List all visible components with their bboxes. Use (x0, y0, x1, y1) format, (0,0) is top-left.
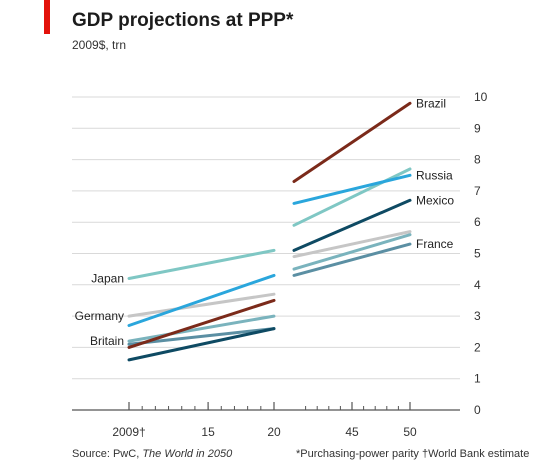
x-tick-label: 20 (267, 425, 281, 439)
y-tick-label: 2 (474, 340, 481, 354)
series-line (292, 242, 412, 277)
series-line (127, 273, 276, 327)
footnote-wb: †World Bank estimate (421, 448, 530, 460)
x-tick-label: 45 (345, 425, 359, 439)
series-label: Germany (75, 309, 124, 323)
series-line (292, 198, 412, 252)
series-line (127, 327, 276, 346)
y-tick-label: 8 (474, 153, 481, 167)
footnotes: *Purchasing-power parity †World Bank est… (296, 448, 529, 460)
source-title: The World in 2050 (142, 448, 233, 460)
source-prefix: Source: PwC, (72, 448, 143, 460)
series-label: Britain (90, 334, 124, 348)
chart-subtitle: 2009$, trn (72, 38, 127, 52)
chart-title: GDP projections at PPP* (72, 10, 294, 31)
y-tick-label: 5 (474, 247, 481, 261)
series-line (127, 314, 276, 343)
series-line (292, 230, 412, 259)
source-note: Source: PwC, The World in 2050 (72, 448, 232, 460)
series-line (127, 298, 276, 349)
x-tick-label: 2009† (112, 425, 145, 439)
series-line (292, 101, 412, 183)
series-line (127, 248, 276, 280)
footnote-ppp: *Purchasing-power parity (296, 448, 419, 460)
series-line (292, 173, 412, 205)
y-tick-label: 10 (474, 90, 488, 104)
y-tick-label: 3 (474, 309, 481, 323)
y-tick-label: 6 (474, 215, 481, 229)
series-label: Russia (416, 168, 453, 182)
y-tick-label: 7 (474, 184, 481, 198)
series-label: Mexico (416, 193, 454, 207)
series-line (127, 292, 276, 318)
series-label: France (416, 237, 454, 251)
accent-bar (44, 0, 50, 34)
y-tick-label: 1 (474, 372, 481, 386)
series-line (292, 233, 412, 271)
y-tick-label: 9 (474, 121, 481, 135)
series-line (127, 327, 276, 362)
x-tick-label: 50 (403, 425, 417, 439)
x-tick-label: 15 (201, 425, 215, 439)
y-tick-label: 4 (474, 278, 481, 292)
y-tick-label: 0 (474, 403, 481, 417)
series-line (292, 167, 412, 227)
series-label: Brazil (416, 96, 446, 110)
series-label: Japan (91, 272, 124, 286)
